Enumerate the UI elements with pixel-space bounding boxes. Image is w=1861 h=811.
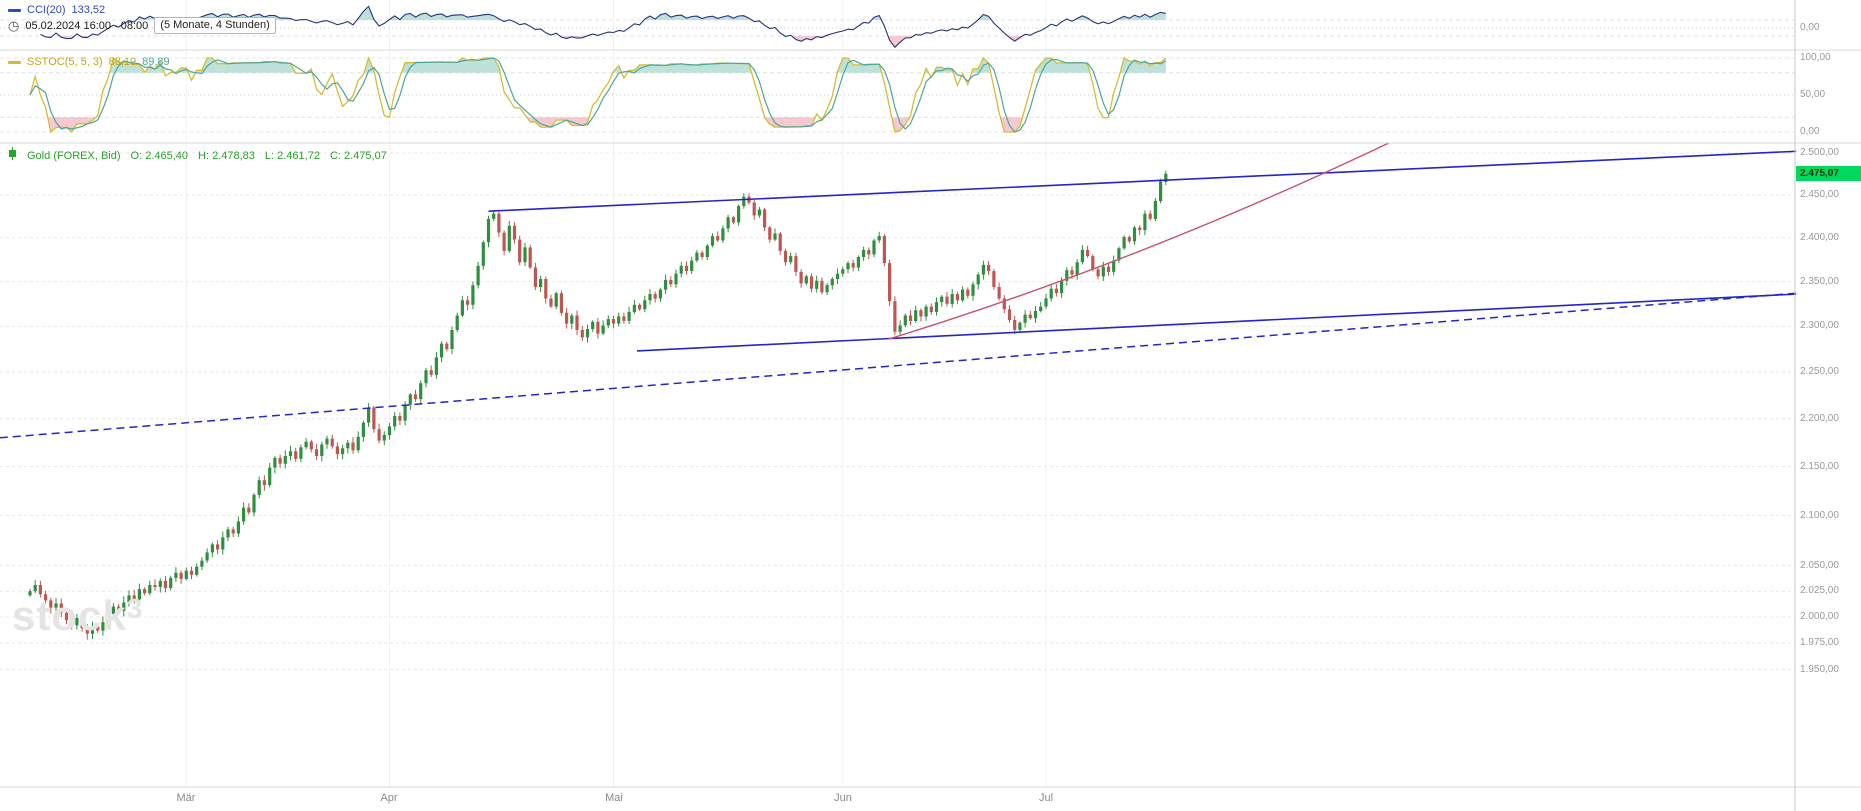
watermark-text: stock — [12, 592, 127, 639]
long-term-dashed-line[interactable] — [0, 292, 1797, 439]
open-value: O: 2.465,40 — [130, 149, 189, 162]
axis-tick-label: 50,00 — [1800, 89, 1826, 100]
month-tick-label: Mai — [605, 792, 623, 804]
sstoc-line-icon — [8, 60, 21, 64]
high-value: H: 2.478,83 — [198, 149, 255, 162]
sstoc-d-value: 89,89 — [142, 56, 170, 68]
clock-icon: ◷ — [8, 18, 20, 33]
timeframe-chip: (5 Monate, 4 Stunden) — [154, 17, 276, 34]
sstoc-k-line — [29, 56, 1167, 134]
month-tick-label: Apr — [380, 792, 398, 804]
axis-tick-label: 2.400,00 — [1800, 232, 1839, 243]
low-value: L: 2.461,72 — [264, 149, 320, 162]
instrument-legend: Gold (FOREX, Bid) O: 2.465,40 H: 2.478,8… — [8, 147, 387, 164]
axis-tick-label: 2.025,00 — [1800, 585, 1839, 596]
chart-info-bar: ◷ 05.02.2024 16:00 - 08:00 (5 Monate, 4 … — [8, 17, 276, 34]
axis-tick-label: 0,00 — [1800, 22, 1820, 33]
axis-tick-label: 2.500,00 — [1800, 147, 1839, 158]
sstoc-legend: SSTOC(5, 5, 3) 88,19 89,89 — [8, 55, 170, 69]
watermark-sup: 3 — [126, 593, 144, 624]
stock3-watermark: stock3 — [12, 592, 143, 640]
axis-tick-label: 2.150,00 — [1800, 461, 1839, 472]
sstoc-indicator-name: SSTOC(5, 5, 3) — [27, 56, 103, 68]
axis-tick-label: 2.050,00 — [1800, 560, 1839, 571]
timestamp-label: 05.02.2024 16:00 - 08:00 — [25, 19, 149, 32]
axis-tick-label: 2.450,00 — [1800, 189, 1839, 200]
axis-tick-label: 100,00 — [1800, 52, 1831, 63]
cci-indicator-value: 133,52 — [71, 4, 106, 16]
month-tick-label: Mär — [176, 792, 196, 804]
axis-tick-label: 2.000,00 — [1800, 611, 1839, 622]
rising-red-trendline[interactable] — [888, 142, 1390, 340]
sstoc-d-line — [29, 57, 1167, 133]
month-tick-label: Jun — [834, 792, 852, 804]
cci-line — [40, 5, 1166, 49]
lower-channel-line[interactable] — [636, 293, 1797, 352]
axis-tick-label: 2.300,00 — [1800, 320, 1839, 331]
candlestick-icon — [8, 147, 17, 164]
sstoc-k-value: 88,19 — [108, 56, 137, 68]
axis-tick-label: 1.950,00 — [1800, 664, 1839, 675]
cci-legend: CCI(20) 133,52 — [8, 3, 105, 17]
upper-channel-line[interactable] — [488, 150, 1797, 212]
price-axis[interactable]: 2.500,00 2.450,00 2.400,00 2.350,00 2.300,00… — [1795, 0, 1861, 811]
sstoc-panel[interactable] — [0, 56, 1795, 134]
instrument-name: Gold (FOREX, Bid) — [27, 149, 121, 162]
cci-indicator-name: CCI(20) — [27, 4, 66, 16]
candlestick-series[interactable] — [28, 170, 1168, 640]
axis-tick-label: 2.350,00 — [1800, 276, 1839, 287]
axis-tick-label: 1.975,00 — [1800, 637, 1839, 648]
gridlines — [0, 0, 1795, 787]
axis-tick-label: 2.100,00 — [1800, 510, 1839, 521]
close-value: C: 2.475,07 — [329, 149, 387, 162]
month-tick-label: Jul — [1038, 792, 1054, 804]
time-axis[interactable]: Mär Apr Mai Jun Jul — [0, 789, 1795, 811]
axis-tick-label: 2.250,00 — [1800, 366, 1839, 377]
current-price-badge: 2.475,07 — [1796, 166, 1861, 181]
axis-tick-label: 2.200,00 — [1800, 413, 1839, 424]
cci-line-icon — [8, 8, 21, 12]
axis-tick-label: 0,00 — [1800, 126, 1820, 137]
